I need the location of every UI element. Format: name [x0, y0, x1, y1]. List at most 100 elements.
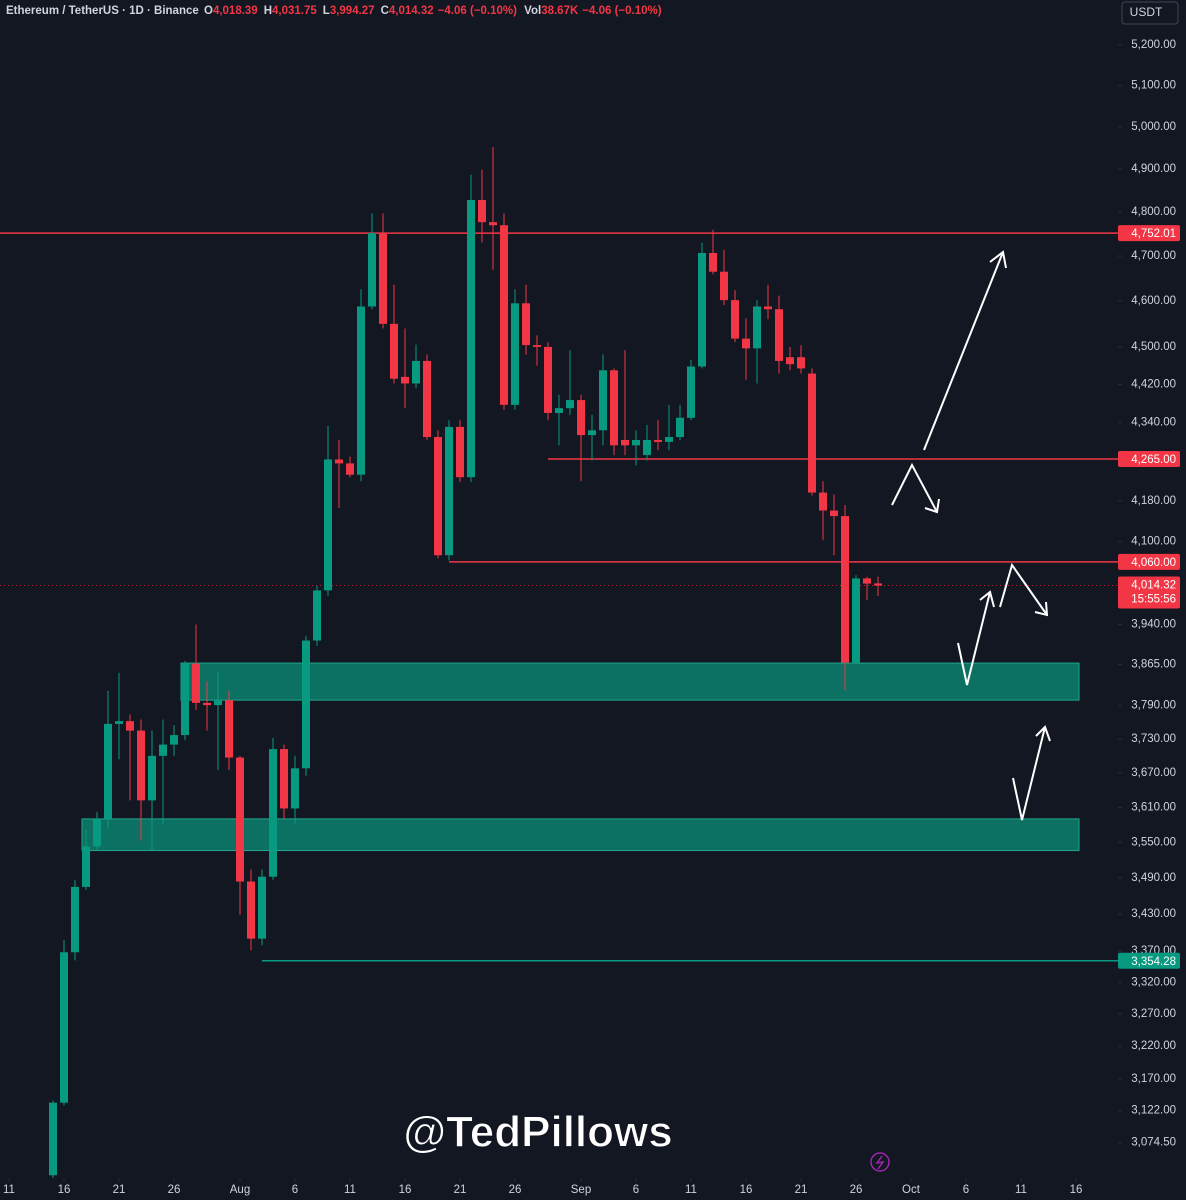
- candle-body: [643, 439, 651, 456]
- ohlc: O4,018.39 H4,031.75 L3,994.27 C4,014.32: [202, 5, 438, 17]
- ohlc-key: O: [203, 5, 213, 17]
- candle-body: [874, 583, 882, 586]
- candle-body: [775, 309, 783, 361]
- candle-body: [258, 876, 266, 939]
- level-label: 4,265.00: [1131, 454, 1176, 466]
- candle-body: [335, 459, 343, 464]
- y-tick-label: 4,180.00: [1131, 495, 1176, 507]
- candle-body: [225, 700, 233, 758]
- candle-body: [423, 360, 431, 438]
- y-tick-label: 3,670.00: [1131, 767, 1176, 779]
- candle-body: [390, 323, 398, 379]
- candle-body: [852, 578, 860, 663]
- candle-body: [247, 881, 255, 939]
- candle-body: [313, 590, 321, 641]
- ohlc-key: L: [322, 5, 330, 17]
- level-label-box: [1118, 553, 1180, 570]
- last-price-box: [1118, 576, 1180, 609]
- candle-body: [764, 306, 772, 310]
- level-label-box: [1118, 952, 1180, 969]
- arrow: [999, 562, 1048, 616]
- candle-body: [159, 744, 167, 756]
- change: −4.06 (−0.10%): [437, 5, 517, 17]
- x-tick-label: 16: [58, 1184, 71, 1196]
- candle-body: [269, 749, 277, 877]
- watermark: @TedPillows: [403, 1108, 672, 1157]
- y-tick-label: 3,430.00: [1131, 908, 1176, 920]
- axes: 5,200.00 5,100.00 5,000.00 4,900.00 4,800.00…: [3, 39, 1180, 1196]
- candle-body: [302, 640, 310, 769]
- candle-body: [676, 417, 684, 438]
- arrow-head: [989, 250, 1007, 269]
- candle-body: [588, 430, 596, 436]
- x-tick-label: 26: [850, 1184, 863, 1196]
- replay-icon-bolt: [875, 1155, 885, 1170]
- y-tick-label: 3,270.00: [1131, 1008, 1176, 1020]
- symbol: Ethereum / TetherUS · 1D · Binance: [6, 5, 199, 17]
- candle-body: [192, 663, 200, 703]
- currency-button[interactable]: [1121, 1, 1179, 25]
- levels: [0, 232, 1118, 962]
- x-tick-label: 11: [344, 1184, 356, 1196]
- candle-body: [115, 721, 123, 724]
- candle-body: [126, 721, 134, 731]
- ohlc-value: 3,994.27: [329, 5, 375, 17]
- candle-body: [654, 439, 662, 442]
- candle-body: [830, 510, 838, 517]
- arrow: [891, 462, 938, 513]
- candle-body: [445, 426, 453, 556]
- candle-body: [500, 225, 508, 405]
- y-tick-label: 4,500.00: [1131, 341, 1176, 353]
- candle-body: [753, 306, 761, 349]
- x-tick-label: 11: [685, 1184, 697, 1196]
- replay-icon[interactable]: [870, 1152, 890, 1172]
- candle-body: [148, 755, 156, 801]
- candle-body: [137, 730, 145, 801]
- annotations: [891, 250, 1051, 821]
- zones: [81, 662, 1080, 852]
- y-tick-label: 4,420.00: [1131, 378, 1176, 390]
- candle-body: [665, 437, 673, 442]
- x-tick-label: 21: [454, 1184, 467, 1196]
- x-tick-label: 26: [509, 1184, 522, 1196]
- level-label-box: [1118, 225, 1180, 242]
- candle-body: [478, 199, 486, 223]
- candle-body: [357, 306, 365, 475]
- ohlc-key: C: [380, 5, 389, 17]
- candle-body: [214, 700, 222, 706]
- level-label: 4,752.01: [1131, 228, 1176, 240]
- y-tick-label: 4,900.00: [1131, 163, 1176, 175]
- candle-body: [786, 357, 794, 365]
- candle-body: [797, 357, 805, 369]
- y-tick-label: 4,340.00: [1131, 417, 1176, 429]
- candle-body: [82, 846, 90, 887]
- candle-body: [49, 1102, 57, 1176]
- x-tick-label: Aug: [230, 1184, 250, 1196]
- level-label-box: [1118, 450, 1180, 467]
- x-tick-label: 16: [1070, 1184, 1083, 1196]
- arrow: [923, 251, 1004, 451]
- candle-body: [280, 749, 288, 809]
- x-tick-label: 21: [795, 1184, 808, 1196]
- arrow: [957, 591, 991, 686]
- y-tick-label: 3,550.00: [1131, 836, 1176, 848]
- candle-body: [709, 252, 717, 272]
- y-tick-label: 3,320.00: [1131, 976, 1176, 988]
- zone: [81, 818, 1080, 852]
- candle-body: [687, 366, 695, 418]
- y-tick-label: 5,200.00: [1131, 39, 1176, 51]
- candle-body: [841, 516, 849, 663]
- candles: [49, 146, 882, 1178]
- y-tick-label: 3,610.00: [1131, 801, 1176, 813]
- x-tick-label: Sep: [571, 1184, 591, 1196]
- ohlc-key: H: [263, 5, 273, 17]
- y-tick-label: 3,122.00: [1131, 1105, 1176, 1117]
- candle-body: [863, 578, 871, 584]
- level-label: 4,060.00: [1131, 557, 1176, 569]
- candle-body: [456, 426, 464, 478]
- level-label: 3,354.28: [1131, 956, 1176, 968]
- candle-body: [599, 370, 607, 431]
- candle-body: [181, 663, 189, 736]
- y-tick-label: 3,074.50: [1131, 1137, 1176, 1149]
